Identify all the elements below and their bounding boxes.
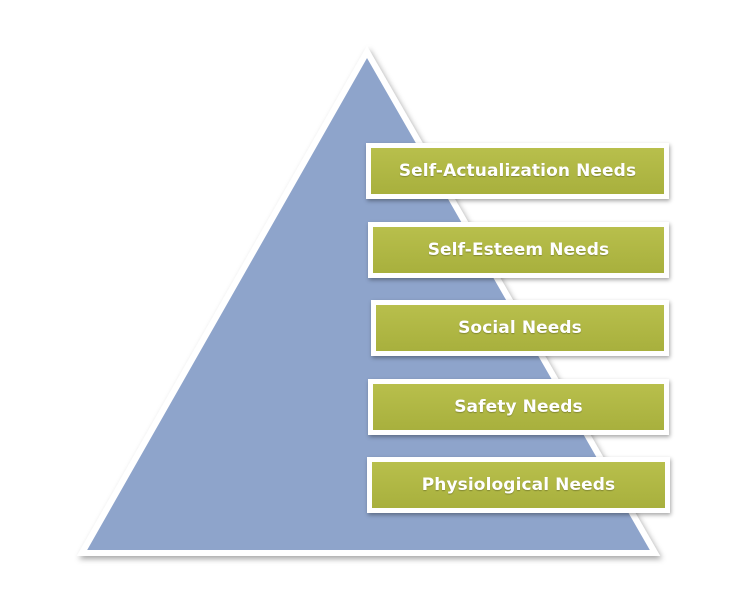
level-label: Safety Needs [454,397,583,417]
level-label: Self-Actualization Needs [398,161,637,181]
level-label: Self-Esteem Needs [427,240,610,260]
level-social: Social Needs [371,300,669,356]
level-self-esteem: Self-Esteem Needs [368,222,669,278]
level-label: Physiological Needs [421,475,616,495]
level-label: Social Needs [458,318,582,338]
level-self-actualization: Self-Actualization Needs [366,143,669,199]
level-safety: Safety Needs [368,379,669,435]
level-physiological: Physiological Needs [367,457,670,513]
